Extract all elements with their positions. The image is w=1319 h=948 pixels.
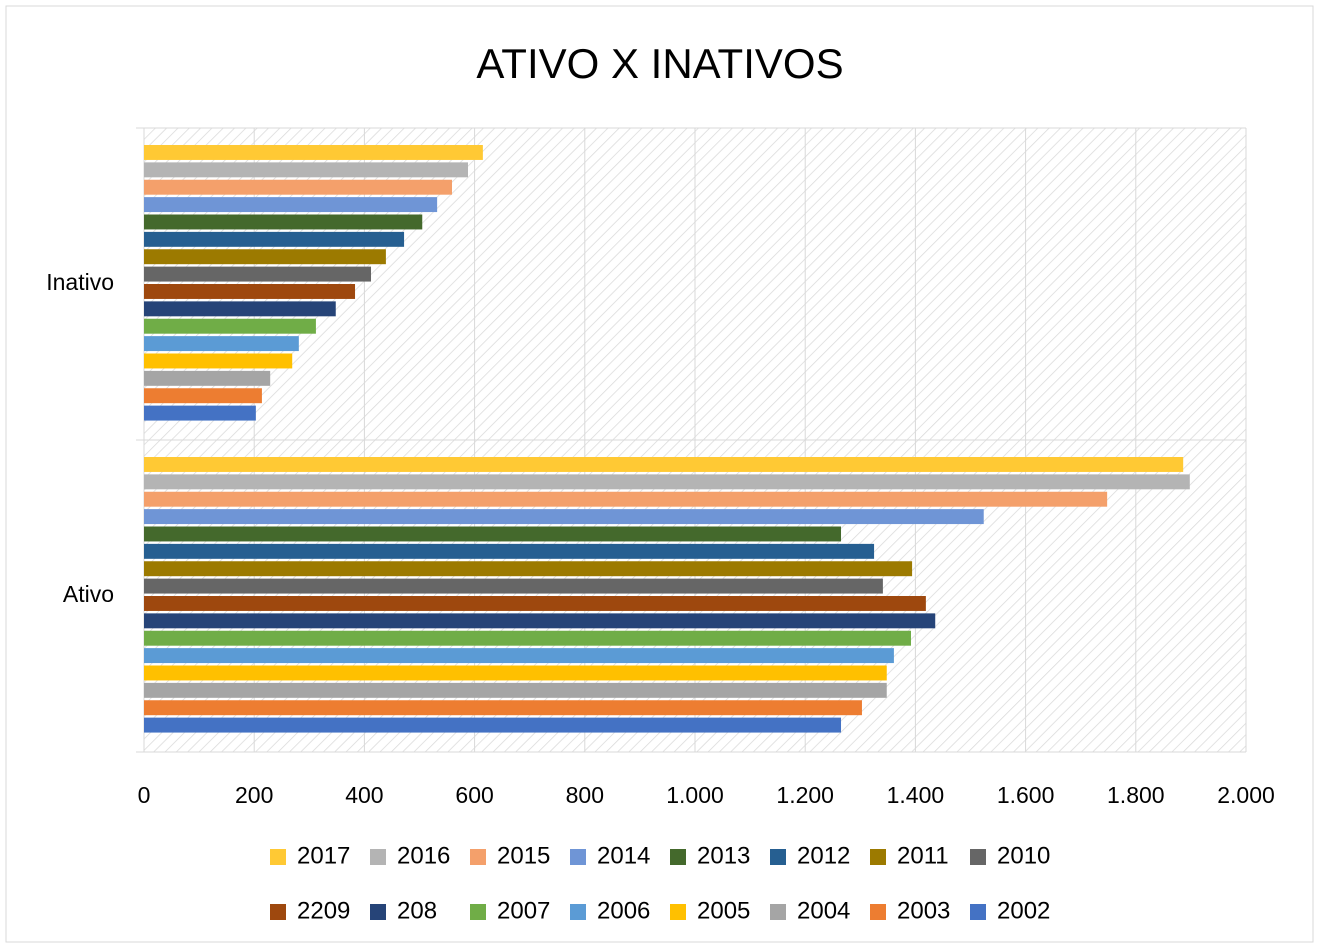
bar xyxy=(144,491,1108,507)
legend-swatch xyxy=(470,849,486,865)
legend-swatch xyxy=(870,904,886,920)
bar xyxy=(144,457,1184,472)
legend-swatch xyxy=(270,904,286,920)
bar xyxy=(144,388,262,404)
bar xyxy=(144,717,842,733)
legend-swatch xyxy=(570,904,586,920)
bar xyxy=(144,630,911,646)
legend-label: 2011 xyxy=(897,842,949,869)
legend-swatch xyxy=(970,904,986,920)
bar xyxy=(144,405,256,421)
bar xyxy=(144,543,875,559)
legend-swatch xyxy=(370,904,386,920)
bar xyxy=(144,214,423,230)
legend-label: 2012 xyxy=(797,842,850,869)
legend-swatch xyxy=(870,849,886,865)
bar xyxy=(144,613,936,629)
x-tick-label: 1.000 xyxy=(666,782,724,808)
bar xyxy=(144,249,386,265)
x-tick-label: 200 xyxy=(235,782,273,808)
x-tick-label: 2.000 xyxy=(1217,782,1275,808)
legend-swatch xyxy=(970,849,986,865)
legend-label: 2003 xyxy=(897,897,950,924)
bar xyxy=(144,162,468,178)
bar xyxy=(144,179,453,195)
bar xyxy=(144,509,984,525)
bar xyxy=(144,578,883,594)
legend-label: 2016 xyxy=(397,842,450,869)
legend-label: 2002 xyxy=(997,897,1050,924)
legend-label: 2005 xyxy=(697,897,750,924)
legend-swatch xyxy=(370,849,386,865)
bar xyxy=(144,336,299,352)
bar xyxy=(144,353,293,369)
bar xyxy=(144,561,913,577)
chart-title: ATIVO X INATIVOS xyxy=(476,40,843,87)
x-tick-label: 800 xyxy=(566,782,604,808)
bar xyxy=(144,526,842,542)
legend-swatch xyxy=(270,849,286,865)
bar xyxy=(144,301,336,317)
legend-label: 2015 xyxy=(497,842,550,869)
legend-label: 2017 xyxy=(297,842,350,869)
bar xyxy=(144,370,271,386)
bar xyxy=(144,197,438,213)
bar xyxy=(144,700,862,716)
bar xyxy=(144,596,926,611)
x-tick-label: 1.600 xyxy=(997,782,1055,808)
legend-swatch xyxy=(670,849,686,865)
x-tick-label: 1.400 xyxy=(887,782,945,808)
legend-swatch xyxy=(770,849,786,865)
bar xyxy=(144,145,483,160)
y-tick-label: Ativo xyxy=(63,581,114,607)
legend-label: 2006 xyxy=(597,897,650,924)
legend-label: 2004 xyxy=(797,897,850,924)
legend-label: 208 xyxy=(397,897,437,924)
legend-swatch xyxy=(470,904,486,920)
x-tick-label: 1.800 xyxy=(1107,782,1165,808)
legend-swatch xyxy=(570,849,586,865)
legend-swatch xyxy=(670,904,686,920)
x-tick-label: 1.200 xyxy=(776,782,834,808)
legend-label: 2013 xyxy=(697,842,750,869)
legend-label: 2007 xyxy=(497,897,550,924)
x-tick-label: 400 xyxy=(345,782,383,808)
bar xyxy=(144,665,887,681)
y-tick-label: Inativo xyxy=(46,269,114,295)
bar xyxy=(144,318,316,334)
bar xyxy=(144,682,887,698)
x-tick-label: 0 xyxy=(138,782,151,808)
x-tick-label: 600 xyxy=(455,782,493,808)
bar xyxy=(144,231,405,247)
legend-label: 2209 xyxy=(297,897,350,924)
bar xyxy=(144,648,894,664)
legend-label: 2014 xyxy=(597,842,650,869)
bar xyxy=(144,474,1190,490)
legend-swatch xyxy=(770,904,786,920)
bar xyxy=(144,266,372,282)
legend-label: 2010 xyxy=(997,842,1050,869)
bar xyxy=(144,284,356,299)
